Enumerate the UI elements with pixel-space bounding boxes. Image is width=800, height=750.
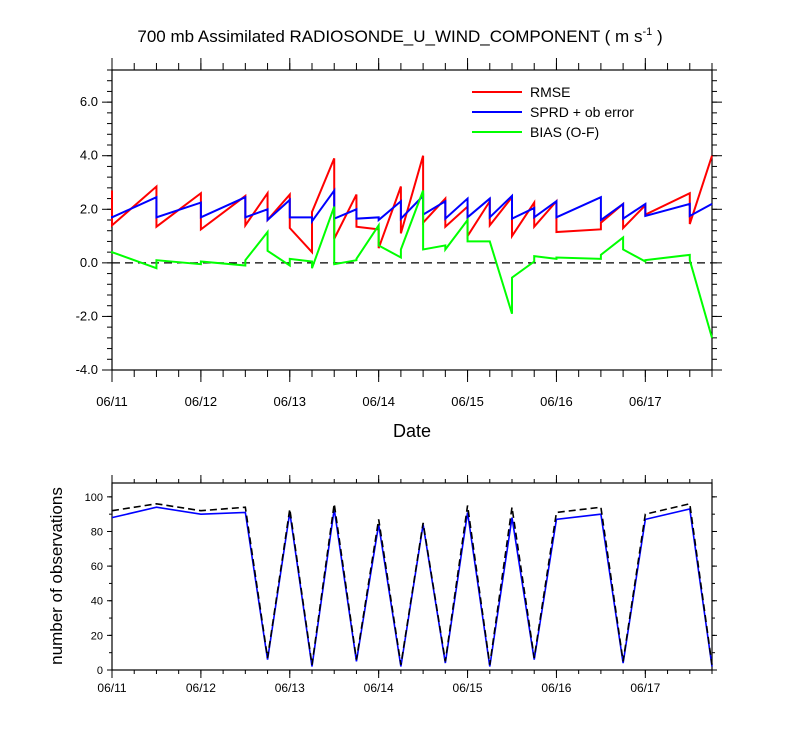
legend-label-bias: BIAS (O-F) xyxy=(530,124,599,140)
y-tick-label: 100 xyxy=(85,492,103,504)
y-tick-label: -4.0 xyxy=(76,362,98,377)
top-y-axis: -4.0 -2.0 0.0 2.0 4.0 6.0 xyxy=(76,69,722,377)
top-x-axis: 06/11 06/12 06/13 06/14 06/15 06/16 06/17 xyxy=(96,58,713,409)
bottom-x-axis: 06/11 06/12 06/13 06/14 06/15 06/16 06/17 xyxy=(97,475,713,695)
y-tick-label: 40 xyxy=(91,596,103,608)
y-tick-label: 6.0 xyxy=(80,94,98,109)
legend-label-rmse: RMSE xyxy=(530,84,570,100)
top-series-group xyxy=(111,155,713,339)
x-tick-label: 06/14 xyxy=(364,681,394,695)
x-tick-label: 06/15 xyxy=(453,681,483,695)
x-tick-label: 06/12 xyxy=(185,394,218,409)
y-tick-label: 20 xyxy=(91,630,103,642)
y-tick-label: 2.0 xyxy=(80,201,98,216)
x-tick-label: 06/11 xyxy=(96,394,128,409)
x-axis-label: Date xyxy=(393,421,431,441)
bottom-plot-frame xyxy=(111,482,713,671)
x-tick-label: 06/12 xyxy=(186,681,216,695)
x-tick-label: 06/17 xyxy=(629,394,662,409)
x-tick-label: 06/17 xyxy=(630,681,660,695)
series-line-obs-used xyxy=(111,506,713,667)
bottom-y-axis: 0 20 40 60 80 100 xyxy=(85,492,717,677)
y-tick-label: 0 xyxy=(97,665,103,677)
y-tick-label: 60 xyxy=(91,561,103,573)
x-tick-label: 06/13 xyxy=(274,394,307,409)
y-tick-label: 4.0 xyxy=(80,148,98,163)
x-tick-label: 06/13 xyxy=(275,681,305,695)
y-tick-label: 0.0 xyxy=(80,255,98,270)
series-line-obs-possible xyxy=(111,502,713,665)
legend: RMSE SPRD + ob error BIAS (O-F) xyxy=(472,84,634,140)
x-tick-label: 06/16 xyxy=(541,681,571,695)
bottom-series-group xyxy=(111,502,713,667)
y-tick-label: 80 xyxy=(91,526,103,538)
chart-title: 700 mb Assimilated RADIOSONDE_U_WIND_COM… xyxy=(137,26,662,46)
x-tick-label: 06/11 xyxy=(97,681,126,695)
y-axis-label-observations: number of observations xyxy=(47,487,66,665)
x-tick-label: 06/15 xyxy=(451,394,484,409)
y-tick-label: -2.0 xyxy=(76,308,98,323)
x-tick-label: 06/14 xyxy=(362,394,395,409)
series-line-bias-o-f xyxy=(111,190,713,339)
x-tick-label: 06/16 xyxy=(540,394,573,409)
legend-label-sprd: SPRD + ob error xyxy=(530,104,634,120)
top-panel: 700 mb Assimilated RADIOSONDE_U_WIND_COM… xyxy=(76,26,722,441)
